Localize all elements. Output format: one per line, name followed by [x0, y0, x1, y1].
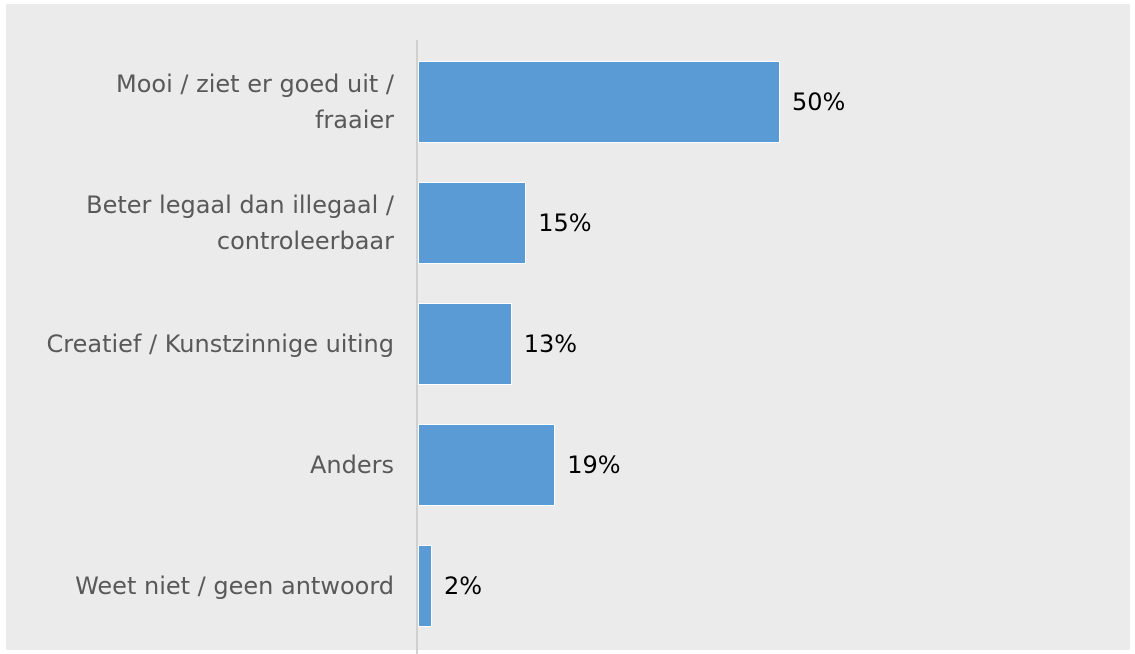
bar — [417, 424, 556, 506]
bar — [417, 61, 780, 143]
category-label: Mooi / ziet er goed uit / fraaier — [116, 70, 394, 134]
bar — [417, 545, 432, 627]
bar — [417, 303, 512, 385]
category-axis — [416, 40, 418, 654]
data-label: 19% — [567, 451, 621, 479]
category-label: Beter legaal dan illegaal / controleerba… — [86, 191, 394, 255]
data-label: 50% — [792, 88, 846, 116]
category-label: Anders — [310, 451, 394, 479]
category-label: Weet niet / geen antwoord — [75, 572, 394, 600]
chart: Mooi / ziet er goed uit / fraaier 50% Bete… — [6, 4, 1130, 654]
bar — [417, 182, 527, 264]
data-label: 13% — [523, 330, 578, 358]
category-label: Creatief / Kunstzinnige uiting — [46, 330, 394, 358]
data-label: 2% — [444, 572, 483, 600]
data-label: 15% — [538, 209, 592, 237]
